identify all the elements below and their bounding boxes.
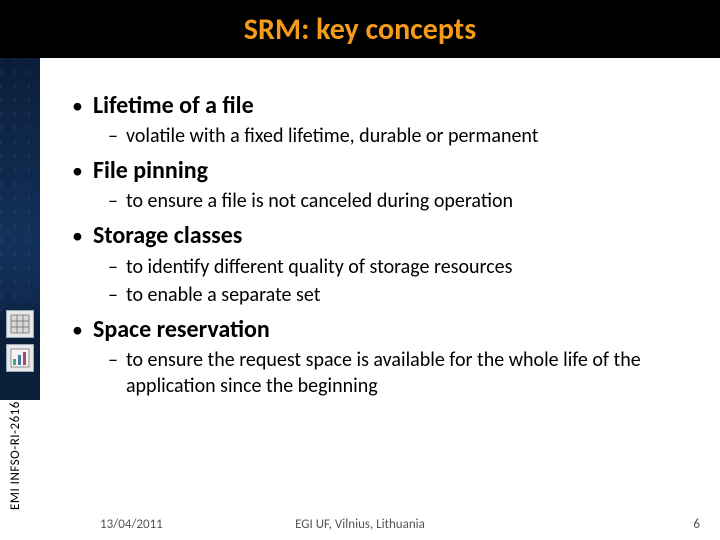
bullet-text: Lifetime of a file [93,90,254,121]
bullet-dot: • [72,160,83,182]
bullet-dot: • [72,225,83,247]
sub-bullet-text: to identify different quality of storage… [126,254,512,280]
list-item: • Lifetime of a file – volatile with a f… [72,90,692,149]
sidebar-icons [0,300,40,400]
vertical-label: EMI INFSO-RI-261611 [8,387,23,510]
bars-icon [6,344,34,372]
sub-list-item: – to ensure a file is not canceled durin… [108,188,692,214]
dash-icon: – [108,123,118,149]
sub-bullet-text: to ensure the request space is available… [126,347,692,399]
footer-page: 6 [693,517,700,532]
sub-list-item: – to enable a separate set [108,282,692,308]
slide-title: SRM: key concepts [244,11,476,48]
list-item: • Storage classes – to identify differen… [72,220,692,307]
title-bar: SRM: key concepts [0,0,720,58]
dash-icon: – [108,254,118,280]
dash-icon: – [108,282,118,308]
sub-bullet-text: volatile with a fixed lifetime, durable … [126,123,538,149]
grid-icon [6,310,34,338]
list-item: • Space reservation – to ensure the requ… [72,314,692,399]
bullet-list: • Lifetime of a file – volatile with a f… [72,90,692,399]
sub-bullet-text: to ensure a file is not canceled during … [126,188,513,214]
list-item: • File pinning – to ensure a file is not… [72,155,692,214]
bullet-dot: • [72,95,83,117]
dash-icon: – [108,188,118,214]
sub-list-item: – volatile with a fixed lifetime, durabl… [108,123,692,149]
dash-icon: – [108,347,118,373]
sub-list-item: – to ensure the request space is availab… [108,347,692,399]
content-area: • Lifetime of a file – volatile with a f… [72,90,692,405]
sub-list-item: – to identify different quality of stora… [108,254,692,280]
bullet-dot: • [72,319,83,341]
bullet-text: Storage classes [93,220,242,251]
footer: 13/04/2011 EGI UF, Vilnius, Lithuania 6 [0,510,720,532]
sub-bullet-text: to enable a separate set [126,282,320,308]
bullet-text: File pinning [93,155,208,186]
bullet-text: Space reservation [93,314,270,345]
slide: SRM: key concepts EMI INFSO-RI-261611 [0,0,720,540]
footer-venue: EGI UF, Vilnius, Lithuania [0,517,720,532]
